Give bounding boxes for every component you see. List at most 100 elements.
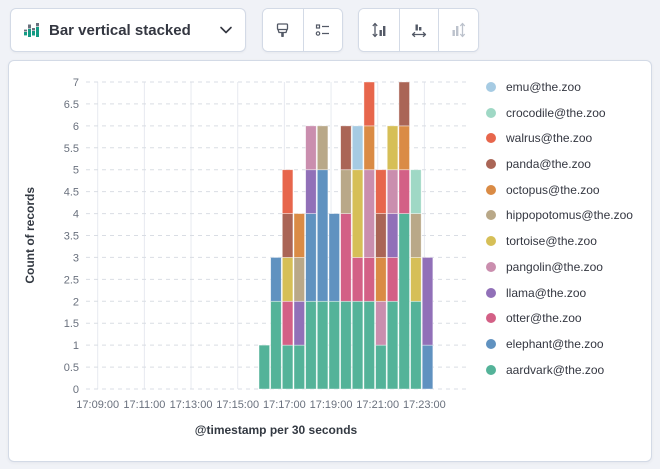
- bar-segment[interactable]: [386, 169, 399, 214]
- bar-segment[interactable]: [375, 169, 387, 214]
- bar-segment[interactable]: [281, 213, 294, 258]
- x-tick-label: 17:13:00: [170, 399, 213, 411]
- y-tick-label: 3: [73, 252, 79, 264]
- legend-label: aardvark@the.zoo: [506, 362, 605, 377]
- legend-item[interactable]: hippopotomus@the.zoo: [486, 209, 633, 221]
- y-tick-label: 1: [73, 340, 79, 352]
- bar-segment[interactable]: [293, 213, 305, 258]
- legend-item[interactable]: octopus@the.zoo: [486, 184, 633, 196]
- bar-segment[interactable]: [410, 213, 422, 258]
- bar-segment[interactable]: [386, 300, 399, 390]
- bar-segment[interactable]: [363, 300, 375, 390]
- bar-segment[interactable]: [316, 300, 329, 390]
- y-tick-label: 6.5: [64, 99, 79, 111]
- legend-item[interactable]: llama@the.zoo: [486, 287, 633, 299]
- bar-segment[interactable]: [351, 125, 364, 171]
- bar-segment[interactable]: [340, 213, 352, 302]
- bar-segment[interactable]: [363, 81, 375, 127]
- bar-segment[interactable]: [281, 257, 294, 302]
- y-tick-label: 3.5: [64, 231, 79, 243]
- bar-segment[interactable]: [398, 81, 410, 127]
- left-axis-button[interactable]: [359, 9, 399, 51]
- brush-icon: [277, 22, 289, 37]
- legend-label: elephant@the.zoo: [506, 336, 604, 351]
- bar-segment[interactable]: [281, 169, 294, 214]
- bar-segment[interactable]: [340, 125, 352, 171]
- bar-segment[interactable]: [281, 300, 294, 346]
- bar-segment[interactable]: [410, 257, 422, 302]
- legend-item[interactable]: walrus@the.zoo: [486, 132, 633, 144]
- bar-segment[interactable]: [421, 257, 434, 346]
- bottom-axis-button[interactable]: [398, 9, 439, 51]
- bar-segment[interactable]: [375, 344, 387, 390]
- bar-segment[interactable]: [340, 300, 352, 390]
- bar-segment[interactable]: [328, 213, 340, 302]
- legend-item[interactable]: aardvark@the.zoo: [486, 364, 633, 376]
- bar-segment[interactable]: [398, 125, 410, 171]
- legend-color-dot: [486, 133, 496, 144]
- bar-segment[interactable]: [398, 169, 410, 214]
- bar-segment[interactable]: [363, 125, 375, 171]
- bar-segment[interactable]: [305, 300, 317, 390]
- bar-segment[interactable]: [340, 169, 352, 214]
- legend-color-dot: [486, 184, 496, 195]
- legend-item[interactable]: panda@the.zoo: [486, 158, 633, 170]
- bar-segment[interactable]: [410, 169, 422, 214]
- legend-color-dot: [486, 338, 496, 349]
- bar-segment[interactable]: [375, 300, 387, 346]
- bar-segment[interactable]: [316, 125, 329, 171]
- bar-segment[interactable]: [293, 344, 305, 390]
- y-tick-label: 4: [73, 209, 79, 221]
- bar-segment[interactable]: [351, 257, 364, 302]
- bar-segment[interactable]: [386, 125, 399, 171]
- bar-segment[interactable]: [316, 169, 329, 302]
- bar-segment[interactable]: [363, 257, 375, 302]
- bar-segment[interactable]: [270, 300, 282, 390]
- bar-segment[interactable]: [328, 300, 340, 390]
- y-tick-label: 6: [73, 121, 79, 133]
- legend-color-dot: [486, 236, 496, 247]
- bar-segment[interactable]: [421, 344, 434, 390]
- chart-type-dropdown[interactable]: Bar vertical stacked: [10, 8, 246, 52]
- legend-settings-button[interactable]: [302, 9, 342, 51]
- legend-color-dot: [486, 313, 496, 324]
- legend-item[interactable]: crocodile@the.zoo: [486, 107, 633, 119]
- bar-segment[interactable]: [258, 344, 270, 390]
- bar-segment[interactable]: [305, 213, 317, 302]
- bar-segment[interactable]: [281, 344, 294, 390]
- legend-label: llama@the.zoo: [506, 285, 587, 300]
- legend-label: pangolin@the.zoo: [506, 259, 603, 274]
- y-axis-title-wrap: Count of records: [23, 82, 37, 389]
- bar-segment[interactable]: [386, 213, 399, 258]
- x-axis-title: @timestamp per 30 seconds: [194, 423, 358, 437]
- legend-item[interactable]: otter@the.zoo: [486, 312, 633, 324]
- bar-segment[interactable]: [305, 169, 317, 214]
- y-tick-label: 5.5: [64, 143, 79, 155]
- bar-segment[interactable]: [293, 300, 305, 346]
- bar-segment[interactable]: [375, 257, 387, 302]
- legend-item[interactable]: emu@the.zoo: [486, 81, 633, 93]
- bar-segment[interactable]: [386, 257, 399, 302]
- bar-segment[interactable]: [305, 125, 317, 171]
- appearance-brush-button[interactable]: [263, 9, 303, 51]
- chevron-down-icon: [220, 26, 232, 34]
- left-axis-icon: [372, 22, 386, 38]
- legend-color-dot: [486, 210, 496, 221]
- bar-segment[interactable]: [351, 169, 364, 258]
- bar-segment[interactable]: [351, 300, 364, 390]
- legend-item[interactable]: pangolin@the.zoo: [486, 261, 633, 273]
- legend-item[interactable]: tortoise@the.zoo: [486, 235, 633, 247]
- legend-label: hippopotomus@the.zoo: [506, 208, 633, 223]
- bar-segment[interactable]: [398, 213, 410, 390]
- bar-segment[interactable]: [270, 257, 282, 302]
- bar-segment[interactable]: [375, 213, 387, 258]
- legend-item[interactable]: elephant@the.zoo: [486, 338, 633, 350]
- legend-label: crocodile@the.zoo: [506, 105, 606, 120]
- bottom-axis-icon: [411, 24, 427, 38]
- legend-label: octopus@the.zoo: [506, 182, 600, 197]
- bar-segment[interactable]: [410, 300, 422, 390]
- bar-segment[interactable]: [293, 257, 305, 302]
- y-tick-label: 4.5: [64, 187, 79, 199]
- bar-segment[interactable]: [363, 169, 375, 258]
